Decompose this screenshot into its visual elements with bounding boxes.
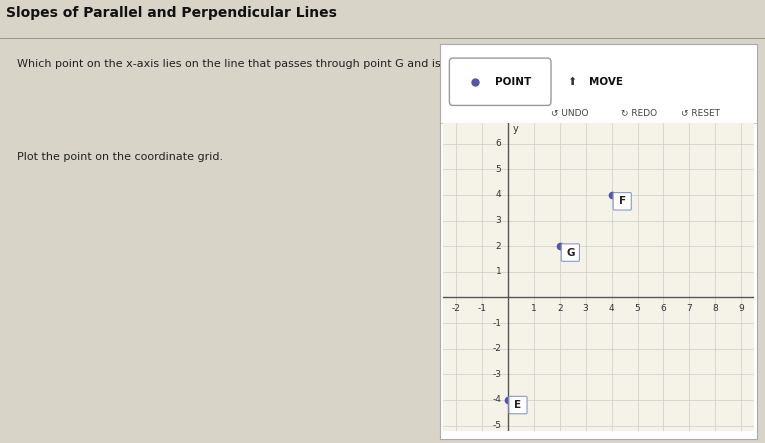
FancyBboxPatch shape [562,244,579,261]
Text: ⬆: ⬆ [567,77,576,87]
Text: -1: -1 [477,304,487,313]
Text: Plot the point on the coordinate grid.: Plot the point on the coordinate grid. [18,152,223,162]
Text: 6: 6 [496,139,501,148]
Text: -5: -5 [493,421,501,430]
Text: ↻ REDO: ↻ REDO [621,109,657,118]
Text: 9: 9 [738,304,744,313]
Text: 2: 2 [496,242,501,251]
Text: -3: -3 [493,370,501,379]
Text: MOVE: MOVE [589,77,623,87]
Text: Which point on the x-axis lies on the line that passes through point G and is pe: Which point on the x-axis lies on the li… [18,59,584,69]
Text: y: y [513,124,518,134]
Text: 6: 6 [660,304,666,313]
Text: 4: 4 [609,304,614,313]
Text: 3: 3 [496,216,501,225]
Text: 5: 5 [496,165,501,174]
Text: ↺ UNDO: ↺ UNDO [551,109,588,118]
Text: 7: 7 [686,304,692,313]
Text: Slopes of Parallel and Perpendicular Lines: Slopes of Parallel and Perpendicular Lin… [6,6,337,20]
Text: 8: 8 [712,304,718,313]
Text: E: E [514,400,522,410]
Text: 1: 1 [531,304,537,313]
Text: POINT: POINT [496,77,532,87]
Text: -2: -2 [451,304,461,313]
FancyBboxPatch shape [509,396,527,414]
FancyBboxPatch shape [613,193,631,210]
Text: ↺ RESET: ↺ RESET [681,109,720,118]
Text: 3: 3 [583,304,588,313]
Text: 2: 2 [557,304,562,313]
Text: -1: -1 [493,319,501,327]
Text: 1: 1 [496,267,501,276]
Text: -4: -4 [493,396,501,404]
FancyBboxPatch shape [449,58,551,105]
Text: G: G [566,248,575,257]
Text: F: F [619,196,626,206]
Text: 5: 5 [635,304,640,313]
Text: -2: -2 [493,344,501,353]
Text: 4: 4 [496,190,501,199]
